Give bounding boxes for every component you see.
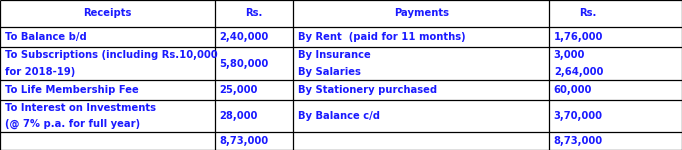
Text: By Balance c/d: By Balance c/d xyxy=(298,111,380,121)
Text: 8,73,000: 8,73,000 xyxy=(554,136,603,146)
Text: 3,000: 3,000 xyxy=(554,51,585,60)
Text: 2,64,000: 2,64,000 xyxy=(554,67,603,76)
Text: To Balance b/d: To Balance b/d xyxy=(5,32,87,42)
Text: Payments: Payments xyxy=(394,8,449,18)
Text: 5,80,000: 5,80,000 xyxy=(220,58,269,69)
Text: By Insurance: By Insurance xyxy=(298,51,371,60)
Text: 2,40,000: 2,40,000 xyxy=(220,32,269,42)
Text: By Stationery purchased: By Stationery purchased xyxy=(298,85,437,95)
Text: To Interest on Investments: To Interest on Investments xyxy=(5,103,155,113)
Text: 25,000: 25,000 xyxy=(220,85,258,95)
Text: 3,70,000: 3,70,000 xyxy=(554,111,603,121)
Text: By Salaries: By Salaries xyxy=(298,67,361,76)
Text: Receipts: Receipts xyxy=(83,8,132,18)
Text: (@ 7% p.a. for full year): (@ 7% p.a. for full year) xyxy=(5,119,140,129)
Text: 8,73,000: 8,73,000 xyxy=(220,136,269,146)
Text: for 2018-19): for 2018-19) xyxy=(5,67,75,76)
Text: 1,76,000: 1,76,000 xyxy=(554,32,603,42)
Text: To Subscriptions (including Rs.10,000: To Subscriptions (including Rs.10,000 xyxy=(5,51,218,60)
Text: To Life Membership Fee: To Life Membership Fee xyxy=(5,85,138,95)
Text: Rs.: Rs. xyxy=(580,8,597,18)
Text: 28,000: 28,000 xyxy=(220,111,258,121)
Text: Rs.: Rs. xyxy=(246,8,263,18)
Text: By Rent  (paid for 11 months): By Rent (paid for 11 months) xyxy=(298,32,466,42)
Text: 60,000: 60,000 xyxy=(554,85,592,95)
